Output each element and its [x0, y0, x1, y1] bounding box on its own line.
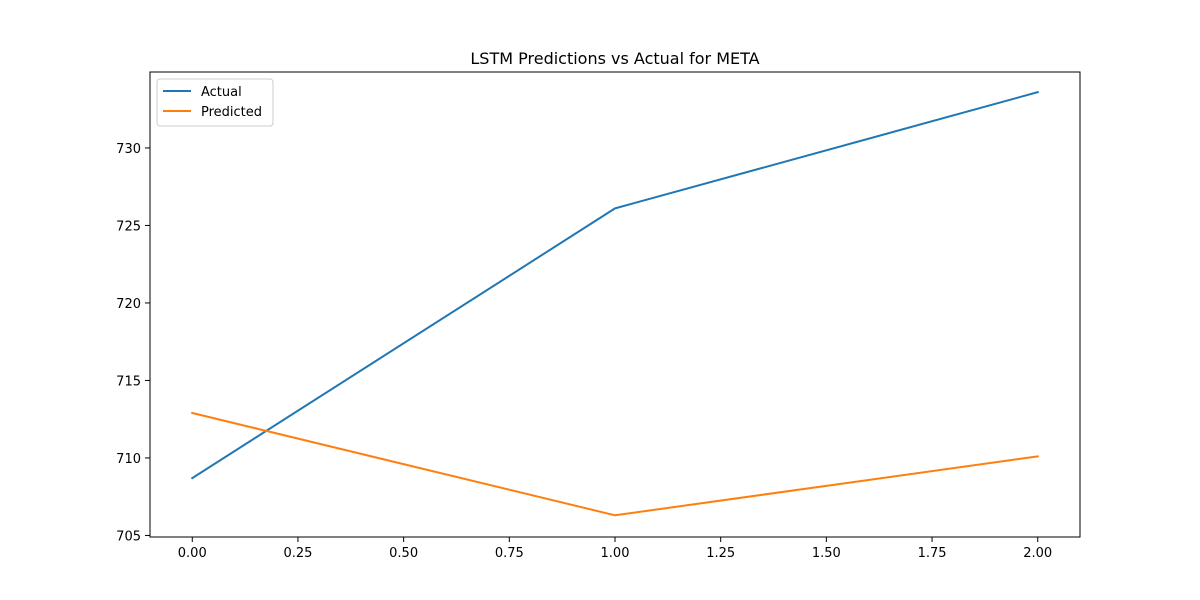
axes: 0.00 0.25 0.50 0.75 1.00 1.25 1.50 1.75 2.00 705 7…	[116, 71, 1081, 561]
y-tick-label: 730	[116, 142, 141, 157]
x-tick-label: 1.00	[601, 546, 630, 561]
y-tick-label: 715	[116, 374, 141, 389]
legend: Actual Predicted	[156, 78, 274, 127]
y-tick-label: 720	[116, 297, 141, 312]
plot-area	[190, 90, 1039, 517]
x-tick-label: 1.75	[918, 546, 947, 561]
series-line-predicted	[191, 411, 1039, 517]
y-tick-label: 710	[116, 452, 141, 467]
y-tick-label: 725	[116, 219, 141, 234]
chart-title: LSTM Predictions vs Actual for META	[470, 49, 759, 68]
x-tick-label: 0.00	[178, 546, 207, 561]
y-tick-label: 705	[116, 529, 141, 544]
legend-label-actual: Actual	[201, 85, 242, 100]
legend-label-predicted: Predicted	[201, 105, 262, 120]
x-tick-label: 0.75	[495, 546, 524, 561]
x-tick-label: 1.50	[812, 546, 841, 561]
x-tick-label: 1.25	[706, 546, 735, 561]
x-tick-label: 0.25	[283, 546, 312, 561]
x-tick-label: 0.50	[389, 546, 418, 561]
x-tick-label: 2.00	[1023, 546, 1052, 561]
series-line-actual	[190, 90, 1039, 480]
